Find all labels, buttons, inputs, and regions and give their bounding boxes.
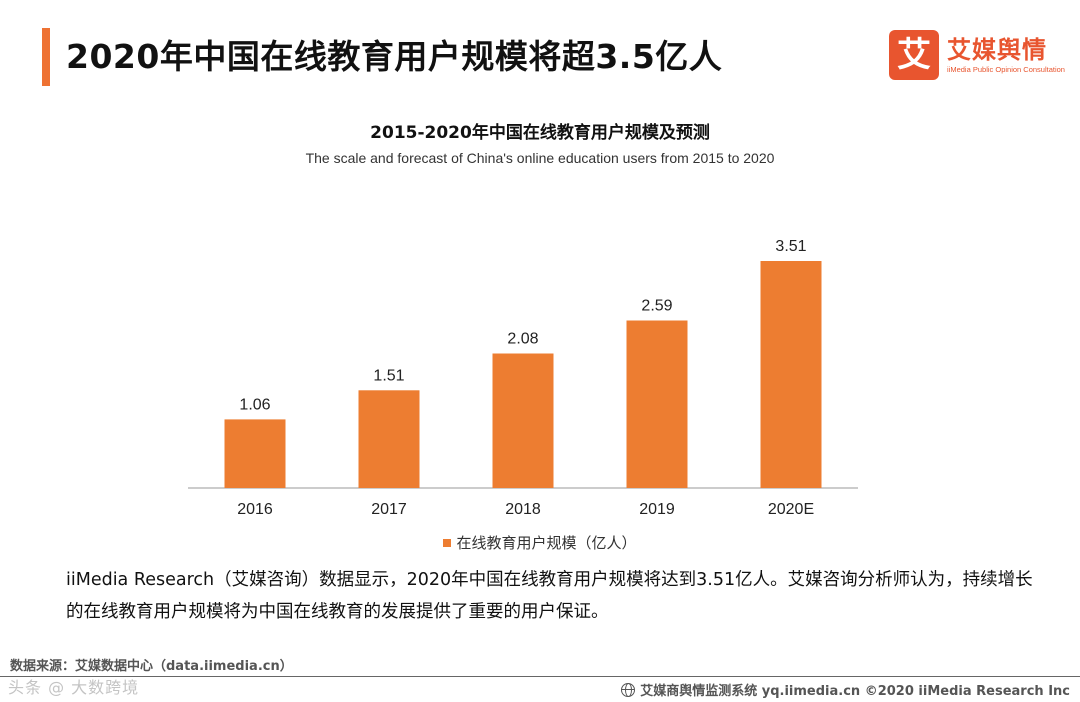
x-tick-label-2020e: 2020E <box>768 501 814 518</box>
analysis-paragraph: iiMedia Research（艾媒咨询）数据显示，2020年中国在线教育用户… <box>66 570 1033 622</box>
bar-2017 <box>358 390 420 488</box>
chart-title: 2015-2020年中国在线教育用户规模及预测 <box>370 123 710 143</box>
bar-2018 <box>492 353 554 488</box>
title-accent-bar <box>42 28 50 86</box>
data-label-2017: 1.51 <box>373 367 404 384</box>
data-label-2016: 1.06 <box>239 396 270 413</box>
data-source: 数据来源：艾媒数据中心（data.iimedia.cn） <box>10 659 293 674</box>
x-tick-label-2019: 2019 <box>639 501 675 518</box>
legend-label: 在线教育用户规模（亿人） <box>456 534 637 552</box>
data-label-2020e: 3.51 <box>775 238 806 255</box>
watermark: 头条 @ 大数跨境 <box>8 678 140 697</box>
chart-legend: 在线教育用户规模（亿人） <box>0 532 1080 553</box>
x-tick-label-2018: 2018 <box>505 501 541 518</box>
iimedia-logo: 艾 艾媒舆情 iiMedia Public Opinion Consultati… <box>889 30 1065 82</box>
footer-divider <box>0 676 1080 677</box>
globe-icon <box>621 682 636 697</box>
bar-2020e <box>760 261 822 488</box>
copyright-text: 艾媒商舆情监测系统 yq.iimedia.cn ©2020 iiMedia Re… <box>640 684 1070 699</box>
data-label-2019: 2.59 <box>641 298 672 315</box>
bar-2019 <box>626 320 688 488</box>
data-label-2018: 2.08 <box>507 331 538 348</box>
logo-subtitle: iiMedia Public Opinion Consultation <box>947 65 1065 74</box>
bar-2016 <box>224 419 286 488</box>
page-title: 2020年中国在线教育用户规模将超3.5亿人 <box>66 37 723 76</box>
chart-subtitle: The scale and forecast of China's online… <box>305 150 775 166</box>
footer-copyright: 艾媒商舆情监测系统 yq.iimedia.cn ©2020 iiMedia Re… <box>621 680 1070 699</box>
x-tick-label-2016: 2016 <box>237 501 273 518</box>
logo-mark-icon: 艾 <box>889 30 939 80</box>
x-tick-label-2017: 2017 <box>371 501 407 518</box>
legend-swatch <box>443 538 452 547</box>
logo-name: 艾媒舆情 <box>947 36 1047 64</box>
